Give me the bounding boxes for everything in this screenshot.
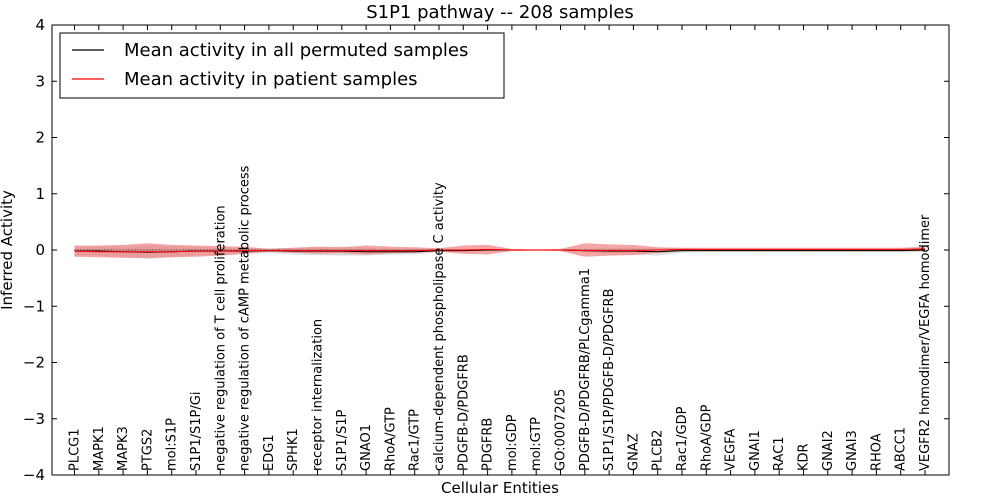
- y-tick-label: 3: [35, 72, 45, 90]
- x-tick-label: RhoA/GDP: [699, 404, 714, 471]
- x-tick-label: mol:GTP: [529, 417, 544, 471]
- x-tick-label: PTGS2: [140, 429, 155, 471]
- x-tick-label: EDG1: [262, 434, 277, 471]
- series-line-patient: [74, 248, 926, 253]
- x-tick-label: GNAO1: [359, 424, 374, 471]
- x-tick-label: S1P1/S1P/Gi: [189, 392, 204, 471]
- x-tick-label: MAPK1: [92, 426, 107, 471]
- x-tick-label: mol:GDP: [505, 414, 520, 471]
- x-tick-label: Rac1/GTP: [408, 409, 423, 471]
- y-axis-label: Inferred Activity: [0, 190, 16, 310]
- x-axis-label: Cellular Entities: [441, 479, 559, 497]
- legend-label-permuted: Mean activity in all permuted samples: [124, 40, 468, 61]
- y-tick-label: 4: [35, 16, 45, 34]
- x-tick-label: GNAI3: [845, 430, 860, 471]
- x-tick-label: S1P1/S1P: [335, 409, 350, 471]
- x-tick-label: PDGFB-D/PDGFRB: [456, 354, 471, 471]
- legend-box: [59, 32, 505, 99]
- x-tick-label: calcium-dependent phospholipase C activi…: [432, 182, 447, 471]
- x-tick-label: KDR: [797, 443, 812, 471]
- x-tick-label: RhoA/GTP: [383, 407, 398, 471]
- x-tick-label: ABCC1: [894, 427, 909, 471]
- x-tick-label: MAPK3: [116, 426, 131, 471]
- x-tick-label: GNAI2: [821, 430, 836, 471]
- x-tick-label: PDGFB-D/PDGFRB/PLCgamma1: [578, 268, 593, 471]
- x-tick-label: RAC1: [772, 436, 787, 471]
- x-tick-label: VEGFA: [724, 429, 739, 471]
- x-tick-label: S1P1/S1P/PDGFB-D/PDGFRB: [602, 288, 617, 471]
- x-tick-label: negative regulation of T cell proliferat…: [213, 205, 228, 471]
- x-axis: PLCG1 MAPK1 MAPK3 PTGS2 mol:S1P S1P1/S1P/Gi ne…: [68, 25, 933, 475]
- x-tick-label: GO:0007205: [554, 389, 569, 471]
- chart-title: S1P1 pathway -- 208 samples: [366, 2, 634, 23]
- x-tick-label: PLCB2: [651, 430, 666, 471]
- x-tick-label: PLCG1: [68, 428, 83, 471]
- x-tick-label: GNAZ: [626, 433, 641, 471]
- x-tick-label: RHOA: [869, 433, 884, 471]
- y-axis: −4 −3 −2 −1 0 1 2 3 4: [23, 16, 949, 484]
- y-tick-label: −4: [23, 466, 45, 484]
- y-tick-label: −2: [23, 354, 45, 372]
- y-tick-label: −1: [23, 297, 45, 315]
- legend-label-patient: Mean activity in patient samples: [124, 69, 418, 90]
- y-tick-label: 2: [35, 129, 45, 147]
- y-tick-label: −3: [23, 410, 45, 428]
- y-tick-label: 1: [35, 185, 45, 203]
- plot-area: [74, 243, 926, 259]
- x-tick-label: receptor internalization: [311, 319, 326, 471]
- x-tick-label: SPHK1: [286, 428, 301, 471]
- x-tick-label: GNAI1: [748, 430, 763, 471]
- x-tick-label: mol:S1P: [165, 418, 180, 471]
- y-tick-label: 0: [35, 241, 45, 259]
- band-patient: [74, 243, 925, 258]
- x-tick-label: PDGFRB: [481, 418, 496, 471]
- x-tick-label: Rac1/GDP: [675, 406, 690, 471]
- x-tick-label: VEGFR2 homodimer/VEGFA homodimer: [918, 214, 933, 471]
- legend: Mean activity in all permuted samples Me…: [59, 32, 505, 99]
- x-tick-label: negative regulation of cAMP metabolic pr…: [238, 165, 253, 471]
